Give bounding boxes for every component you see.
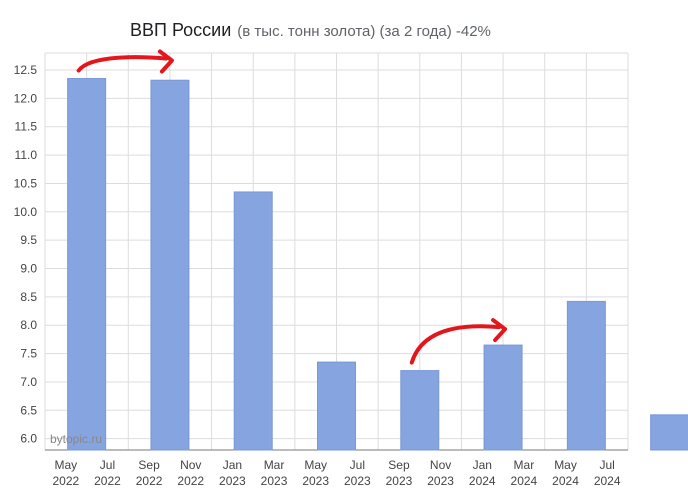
x-tick-year: 2023 — [344, 474, 371, 488]
x-tick-month: Mar — [264, 458, 285, 472]
y-tick-label: 8.0 — [20, 318, 37, 332]
x-tick-year: 2024 — [511, 474, 538, 488]
x-tick-year: 2022 — [177, 474, 204, 488]
annotation-arrows — [76, 49, 508, 365]
annotation-arrow-head — [157, 49, 174, 74]
x-tick-year: 2024 — [552, 474, 579, 488]
bar — [650, 414, 688, 451]
x-tick-month: Mar — [514, 458, 535, 472]
x-tick-month: Sep — [138, 458, 160, 472]
x-tick-month: Jan — [223, 458, 242, 472]
watermark: bytopic.ru — [50, 432, 102, 446]
x-tick-year: 2024 — [469, 474, 496, 488]
y-tick-label: 9.0 — [20, 262, 37, 276]
x-tick-month: May — [554, 458, 577, 472]
y-tick-label: 7.0 — [20, 375, 37, 389]
y-tick-label: 11.0 — [15, 148, 38, 162]
bar — [317, 361, 356, 451]
chart-subtitle: (в тыс. тонн золота) (за 2 года) -42% — [237, 23, 491, 40]
y-tick-label: 11.5 — [15, 120, 38, 134]
x-tick-month: May — [54, 458, 77, 472]
y-tick-label: 10.5 — [14, 176, 38, 190]
x-tick-year: 2024 — [594, 474, 621, 488]
x-tick-month: Jan — [473, 458, 492, 472]
chart-title: ВВП России — [130, 20, 231, 40]
x-tick-month: Jul — [600, 458, 615, 472]
bar-series — [67, 78, 688, 451]
y-tick-label: 12.5 — [14, 63, 38, 77]
y-axis: 6.0 6.5 7.0 7.5 8.0 8.5 9.0 9.5 10.0 10.5 11.0 11.5… — [14, 63, 38, 446]
bar — [233, 191, 273, 451]
bar — [400, 370, 440, 451]
bar — [483, 344, 523, 451]
y-tick-label: 7.5 — [20, 347, 37, 361]
x-tick-year: 2023 — [261, 474, 288, 488]
x-tick-year: 2023 — [219, 474, 246, 488]
y-tick-label: 9.5 — [20, 233, 37, 247]
x-tick-year: 2022 — [94, 474, 121, 488]
bar — [150, 79, 190, 451]
y-tick-label: 12.0 — [14, 91, 38, 105]
x-tick-month: Jul — [100, 458, 115, 472]
x-tick-year: 2022 — [136, 474, 163, 488]
annotation-arrow-head — [491, 318, 508, 343]
x-tick-year: 2022 — [52, 474, 79, 488]
x-axis: May 2022 Jul 2022 Sep 2022 Nov 2022 Jan 2023 Mar 20… — [52, 458, 620, 488]
x-tick-month: Jul — [350, 458, 365, 472]
annotation-arrow — [76, 55, 168, 73]
annotation-arrow — [409, 324, 502, 365]
y-tick-label: 6.0 — [20, 432, 37, 446]
bar — [67, 78, 107, 451]
bar — [566, 300, 606, 451]
y-tick-label: 8.5 — [20, 290, 37, 304]
chart-title-row: ВВП России (в тыс. тонн золота) (за 2 год… — [130, 20, 491, 40]
x-tick-month: Nov — [180, 458, 201, 472]
x-tick-year: 2023 — [386, 474, 413, 488]
y-tick-label: 10.0 — [14, 205, 38, 219]
x-tick-year: 2023 — [302, 474, 329, 488]
y-tick-label: 6.5 — [20, 403, 37, 417]
x-tick-year: 2023 — [427, 474, 454, 488]
x-tick-month: Sep — [388, 458, 410, 472]
x-tick-month: Nov — [430, 458, 451, 472]
x-tick-month: May — [304, 458, 327, 472]
